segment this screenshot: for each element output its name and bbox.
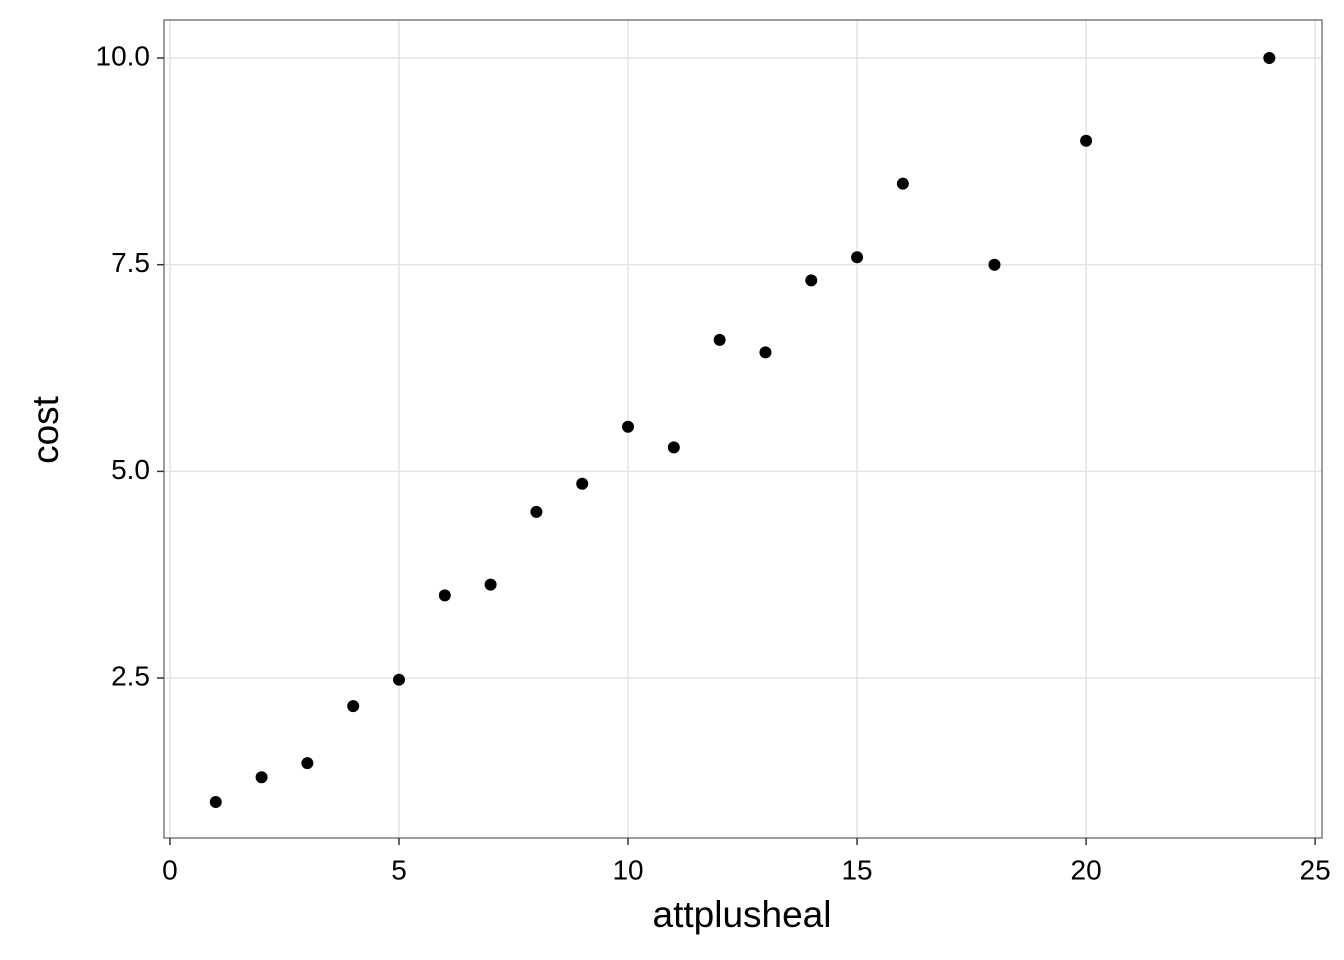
point — [667, 441, 680, 454]
point — [484, 578, 497, 591]
panel-border — [163, 19, 1323, 839]
x-tick-label: 15 — [841, 854, 872, 885]
points — [209, 52, 1276, 809]
point — [438, 589, 451, 602]
point — [988, 258, 1001, 271]
point — [896, 177, 909, 190]
x-tick-label: 0 — [162, 854, 178, 885]
x-tick-label: 10 — [612, 854, 643, 885]
y-axis-title: cost — [25, 395, 66, 464]
point — [759, 346, 772, 359]
y-tick-label: 5.0 — [111, 454, 150, 485]
point — [392, 673, 405, 686]
point — [713, 333, 726, 346]
x-axis-title: attplusheal — [653, 894, 832, 935]
point — [301, 757, 314, 770]
point — [530, 505, 543, 518]
y-tick-label: 10.0 — [96, 40, 151, 71]
y-tick-label: 7.5 — [111, 247, 150, 278]
x-tick-label: 5 — [391, 854, 407, 885]
point — [1080, 134, 1093, 147]
point — [851, 251, 864, 264]
plot-panel — [164, 20, 1322, 838]
point — [622, 420, 635, 433]
grid — [164, 20, 1322, 838]
point — [209, 796, 222, 809]
point — [255, 771, 268, 784]
point — [805, 274, 818, 287]
y-tick-label: 2.5 — [111, 660, 150, 691]
point — [1263, 52, 1276, 65]
point — [347, 700, 360, 713]
point — [576, 477, 589, 490]
x-tick-label: 25 — [1300, 854, 1331, 885]
x-tick-label: 20 — [1071, 854, 1102, 885]
